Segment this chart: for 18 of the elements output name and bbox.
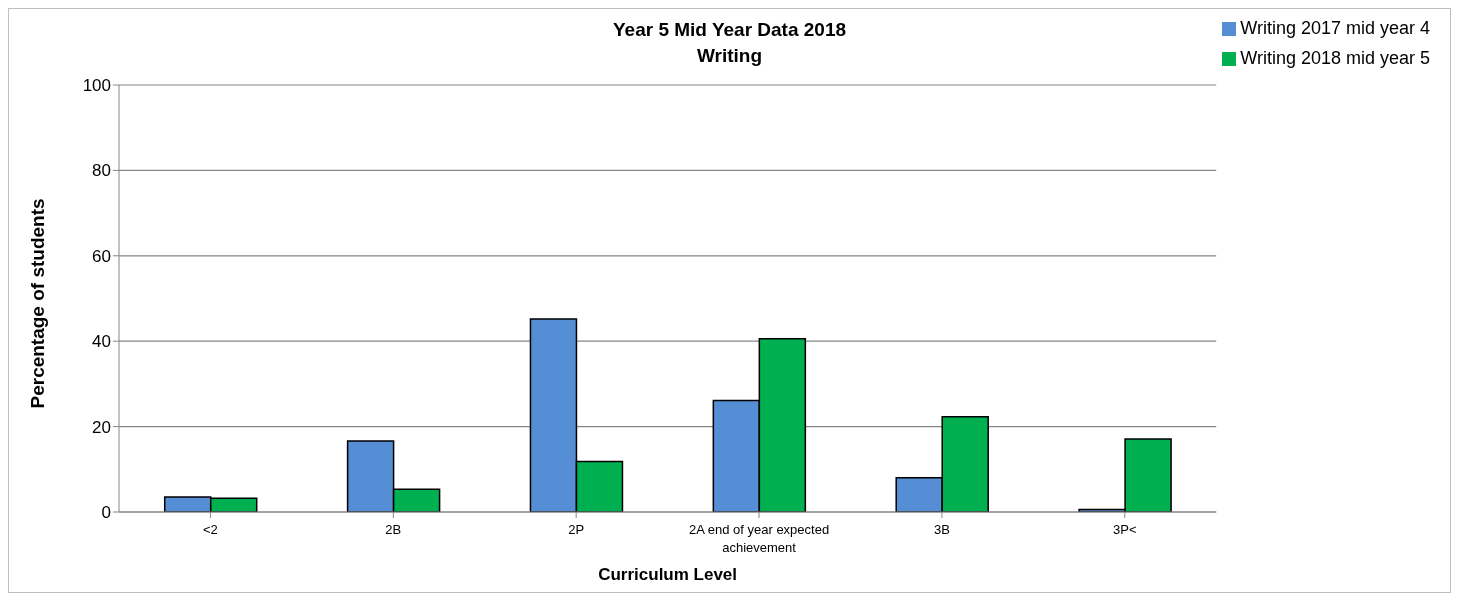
x-tick-label: 2P: [568, 522, 585, 537]
y-tick-label: 80: [92, 161, 111, 181]
x-tick-label: 3P<: [1113, 522, 1137, 537]
legend-label: Writing 2018 mid year 5: [1240, 48, 1430, 68]
x-axis-title: Curriculum Level: [598, 565, 738, 584]
x-tick-label: <2: [203, 522, 218, 537]
chart-subtitle: Writing: [696, 45, 763, 66]
y-tick-label: 20: [92, 417, 111, 437]
chart-title: Year 5 Mid Year Data 2018: [612, 19, 847, 40]
y-tick-label: 40: [92, 332, 111, 352]
x-tick-label: 3B: [933, 522, 950, 537]
y-tick-label: 100: [82, 76, 111, 96]
y-tick-label: 0: [101, 503, 111, 523]
x-tick-label: 2B: [385, 522, 402, 537]
y-tick-label: 60: [92, 246, 111, 266]
legend-label: Writing 2017 mid year 4: [1240, 18, 1430, 38]
x-tick-label: 2A end of year expected achievement: [688, 522, 830, 555]
y-axis-title: Percentage of students: [26, 198, 48, 409]
